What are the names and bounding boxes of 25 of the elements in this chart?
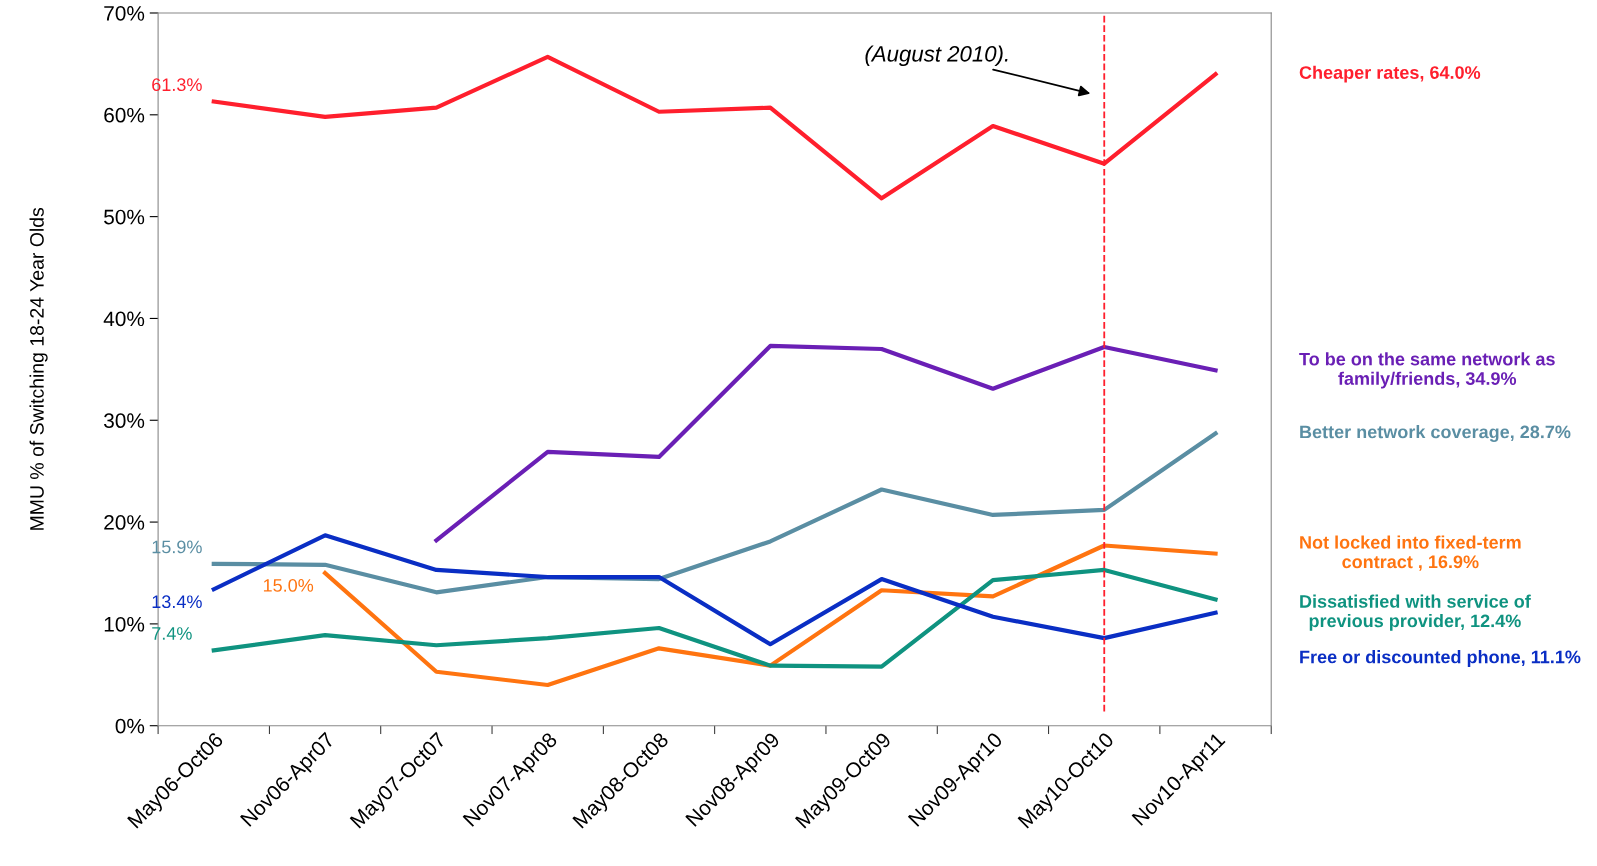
text: Free or discounted phone, 11.1% [1300, 650, 1581, 667]
y-tick-label: 70% [104, 5, 145, 21]
y-tick-label: 60% [104, 107, 145, 123]
y-tick-label: 40% [103, 311, 145, 327]
y-tick-label: 10% [104, 616, 145, 632]
annotation: (August 2010). [865, 45, 1008, 67]
text: Cheaper rates, 64.0% [1299, 65, 1481, 83]
data-label: 13.4% [152, 595, 202, 609]
y-tick-label: 30% [104, 413, 145, 429]
text: Not locked into fixed-term contract , 16.9% [1300, 535, 1521, 571]
line-series [211, 567, 1218, 669]
y-tick-label: 0% [115, 718, 145, 734]
data-label: 61.3% [152, 78, 202, 92]
y-tick-label: 20% [104, 515, 145, 530]
line-series [434, 343, 1218, 543]
data-label: 15.0% [263, 579, 314, 592]
y-axis-title: MMU % of Switching 18-24 Year Olds [29, 207, 48, 530]
y-tick-label: 50% [104, 209, 145, 225]
text: Dissatisfied with service of previous provider, 12.4% [1300, 594, 1531, 631]
data-label: 7.4% [152, 627, 192, 640]
line-series [211, 533, 1218, 647]
text: To be on the same network as family/friends, 34.9% [1299, 352, 1555, 389]
text: Better network coverage, 28.7% [1300, 425, 1571, 442]
data-label: 15.9% [152, 540, 202, 554]
line-series [322, 543, 1218, 688]
